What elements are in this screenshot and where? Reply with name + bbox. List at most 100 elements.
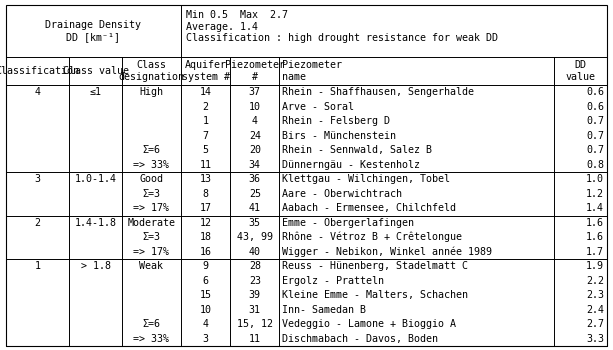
Text: 1.0: 1.0	[586, 174, 604, 184]
Text: 1.4-1.8: 1.4-1.8	[75, 218, 116, 228]
Text: Piezometer
#: Piezometer #	[225, 60, 285, 82]
Text: 37: 37	[249, 87, 261, 97]
Text: 10: 10	[200, 305, 211, 315]
Text: Vedeggio - Lamone + Bioggio A: Vedeggio - Lamone + Bioggio A	[283, 319, 457, 329]
Text: 16: 16	[200, 247, 211, 257]
Text: 0.8: 0.8	[586, 160, 604, 170]
Text: 4: 4	[202, 319, 208, 329]
Text: Class value: Class value	[63, 66, 129, 76]
Text: 2: 2	[202, 102, 208, 112]
Text: Emme - Obergerlafingen: Emme - Obergerlafingen	[283, 218, 414, 228]
Text: Kleine Emme - Malters, Schachen: Kleine Emme - Malters, Schachen	[283, 290, 468, 300]
Text: 0.6: 0.6	[586, 102, 604, 112]
Text: 1.2: 1.2	[586, 189, 604, 199]
Text: 2.3: 2.3	[586, 290, 604, 300]
Text: 0.7: 0.7	[586, 131, 604, 141]
Text: 9: 9	[202, 261, 208, 271]
Text: => 17%: => 17%	[134, 247, 169, 257]
Text: Piezometer
name: Piezometer name	[283, 60, 343, 82]
Text: 2.2: 2.2	[586, 276, 604, 286]
Text: Σ=3: Σ=3	[142, 189, 161, 199]
Text: Ergolz - Pratteln: Ergolz - Pratteln	[283, 276, 384, 286]
Text: Dünnerngäu - Kestenholz: Dünnerngäu - Kestenholz	[283, 160, 421, 170]
Text: => 33%: => 33%	[134, 160, 169, 170]
Text: 8: 8	[202, 189, 208, 199]
Text: 2: 2	[34, 218, 40, 228]
Text: Rhein - Shaffhausen, Sengerhalde: Rhein - Shaffhausen, Sengerhalde	[283, 87, 474, 97]
Text: 4: 4	[252, 116, 258, 126]
Text: 12: 12	[200, 218, 211, 228]
Text: Inn- Samedan B: Inn- Samedan B	[283, 305, 367, 315]
Text: Aabach - Ermensee, Chilchfeld: Aabach - Ermensee, Chilchfeld	[283, 203, 457, 213]
Text: 0.7: 0.7	[586, 116, 604, 126]
Text: 6: 6	[202, 276, 208, 286]
Text: 1: 1	[34, 261, 40, 271]
Text: High: High	[139, 87, 164, 97]
Text: Aquifer
system #: Aquifer system #	[181, 60, 229, 82]
Text: Klettgau - Wilchingen, Tobel: Klettgau - Wilchingen, Tobel	[283, 174, 451, 184]
Text: 35: 35	[249, 218, 261, 228]
Text: 1: 1	[202, 116, 208, 126]
Text: DD
value: DD value	[566, 60, 596, 82]
Text: Moderate: Moderate	[128, 218, 175, 228]
Text: Min 0.5  Max  2.7
Average. 1.4
Classification : high drought resistance for weak: Min 0.5 Max 2.7 Average. 1.4 Classificat…	[186, 10, 498, 43]
Text: 2.4: 2.4	[586, 305, 604, 315]
Text: Σ=6: Σ=6	[142, 319, 161, 329]
Text: Weak: Weak	[139, 261, 164, 271]
Text: Rhône - Vétroz B + Crêtelongue: Rhône - Vétroz B + Crêtelongue	[283, 232, 462, 243]
Text: 11: 11	[200, 160, 211, 170]
Text: 24: 24	[249, 131, 261, 141]
Text: Class
designation: Class designation	[118, 60, 185, 82]
Text: 23: 23	[249, 276, 261, 286]
Text: 41: 41	[249, 203, 261, 213]
Text: 15: 15	[200, 290, 211, 300]
Text: Arve - Soral: Arve - Soral	[283, 102, 354, 112]
Text: 3.3: 3.3	[586, 334, 604, 344]
Text: => 17%: => 17%	[134, 203, 169, 213]
Text: 0.6: 0.6	[586, 87, 604, 97]
Text: 20: 20	[249, 145, 261, 155]
Text: 1.4: 1.4	[586, 203, 604, 213]
Text: 17: 17	[200, 203, 211, 213]
Text: Birs - Münchenstein: Birs - Münchenstein	[283, 131, 397, 141]
Text: 1.6: 1.6	[586, 218, 604, 228]
Text: 43, 99: 43, 99	[237, 232, 273, 242]
Text: ≤1: ≤1	[89, 87, 102, 97]
Text: 13: 13	[200, 174, 211, 184]
Text: Reuss - Hünenberg, Stadelmatt C: Reuss - Hünenberg, Stadelmatt C	[283, 261, 468, 271]
Text: 15, 12: 15, 12	[237, 319, 273, 329]
Text: 28: 28	[249, 261, 261, 271]
Text: 4: 4	[34, 87, 40, 97]
Text: 1.6: 1.6	[586, 232, 604, 242]
Text: 3: 3	[34, 174, 40, 184]
Text: 11: 11	[249, 334, 261, 344]
Text: => 33%: => 33%	[134, 334, 169, 344]
Text: 25: 25	[249, 189, 261, 199]
Text: 1.0-1.4: 1.0-1.4	[75, 174, 116, 184]
Text: Aare - Oberwichtrach: Aare - Oberwichtrach	[283, 189, 403, 199]
Text: 1.7: 1.7	[586, 247, 604, 257]
Text: Rhein - Sennwald, Salez B: Rhein - Sennwald, Salez B	[283, 145, 432, 155]
Text: Good: Good	[139, 174, 164, 184]
Text: Σ=6: Σ=6	[142, 145, 161, 155]
Text: 31: 31	[249, 305, 261, 315]
Text: 7: 7	[202, 131, 208, 141]
Text: 39: 39	[249, 290, 261, 300]
Text: 40: 40	[249, 247, 261, 257]
Text: 18: 18	[200, 232, 211, 242]
Text: 10: 10	[249, 102, 261, 112]
Text: Σ=3: Σ=3	[142, 232, 161, 242]
Text: Drainage Density
DD [km⁻¹]: Drainage Density DD [km⁻¹]	[45, 20, 142, 42]
Text: 36: 36	[249, 174, 261, 184]
Text: 2.7: 2.7	[586, 319, 604, 329]
Text: Rhein - Felsberg D: Rhein - Felsberg D	[283, 116, 390, 126]
Text: Wigger - Nebikon, Winkel année 1989: Wigger - Nebikon, Winkel année 1989	[283, 246, 492, 257]
Text: 1.9: 1.9	[586, 261, 604, 271]
Text: Dischmabach - Davos, Boden: Dischmabach - Davos, Boden	[283, 334, 438, 344]
Text: 14: 14	[200, 87, 211, 97]
Text: 34: 34	[249, 160, 261, 170]
Text: 3: 3	[202, 334, 208, 344]
Text: > 1.8: > 1.8	[80, 261, 110, 271]
Text: 0.7: 0.7	[586, 145, 604, 155]
Text: 5: 5	[202, 145, 208, 155]
